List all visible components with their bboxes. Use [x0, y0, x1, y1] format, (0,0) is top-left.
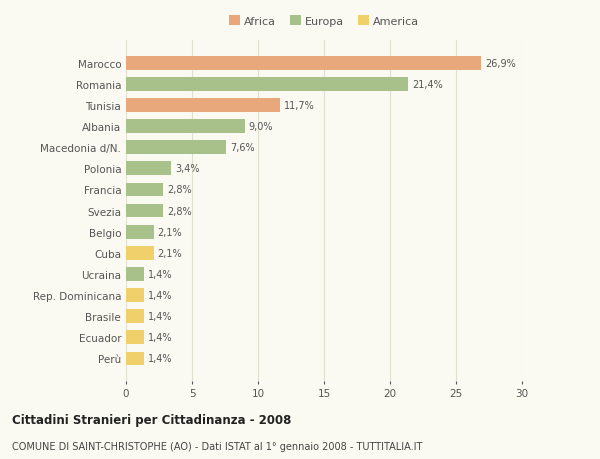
- Bar: [126, 246, 154, 260]
- Bar: [126, 99, 280, 112]
- Text: 1,4%: 1,4%: [148, 333, 173, 342]
- Text: 7,6%: 7,6%: [230, 143, 255, 153]
- Legend: Africa, Europa, America: Africa, Europa, America: [229, 16, 419, 27]
- Bar: [126, 352, 145, 365]
- Bar: [126, 204, 163, 218]
- Text: 9,0%: 9,0%: [249, 122, 273, 132]
- Text: 11,7%: 11,7%: [284, 101, 315, 111]
- Bar: [126, 120, 245, 134]
- Bar: [126, 57, 481, 70]
- Text: 2,1%: 2,1%: [158, 248, 182, 258]
- Text: 2,8%: 2,8%: [167, 206, 191, 216]
- Text: 2,1%: 2,1%: [158, 227, 182, 237]
- Text: 1,4%: 1,4%: [148, 354, 173, 364]
- Bar: [126, 225, 154, 239]
- Text: 1,4%: 1,4%: [148, 269, 173, 280]
- Bar: [126, 268, 145, 281]
- Bar: [126, 183, 163, 197]
- Text: Cittadini Stranieri per Cittadinanza - 2008: Cittadini Stranieri per Cittadinanza - 2…: [12, 413, 292, 426]
- Text: 2,8%: 2,8%: [167, 185, 191, 195]
- Bar: [126, 78, 409, 91]
- Text: 1,4%: 1,4%: [148, 312, 173, 321]
- Bar: [126, 310, 145, 324]
- Text: 3,4%: 3,4%: [175, 164, 199, 174]
- Bar: [126, 289, 145, 302]
- Text: COMUNE DI SAINT-CHRISTOPHE (AO) - Dati ISTAT al 1° gennaio 2008 - TUTTITALIA.IT: COMUNE DI SAINT-CHRISTOPHE (AO) - Dati I…: [12, 441, 422, 451]
- Text: 21,4%: 21,4%: [412, 80, 443, 90]
- Bar: [126, 162, 171, 176]
- Text: 26,9%: 26,9%: [485, 59, 516, 68]
- Bar: [126, 331, 145, 344]
- Bar: [126, 141, 226, 155]
- Text: 1,4%: 1,4%: [148, 291, 173, 301]
